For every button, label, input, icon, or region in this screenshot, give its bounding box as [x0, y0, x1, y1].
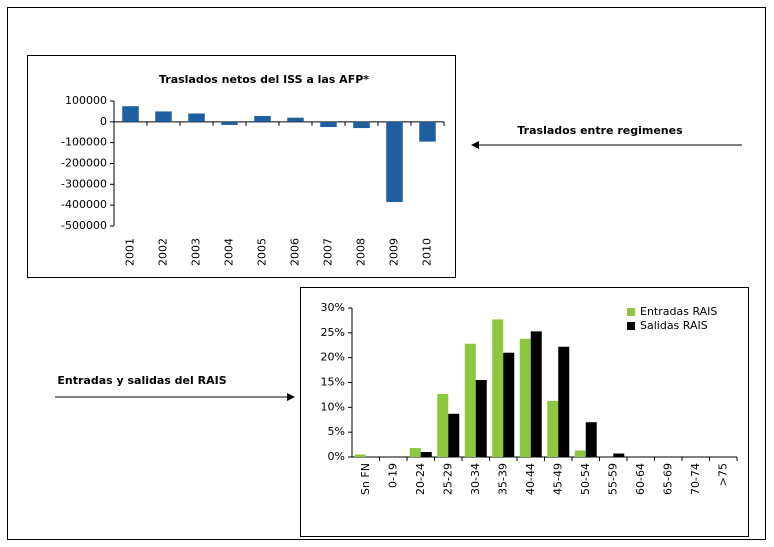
- legend-swatch: [627, 322, 635, 330]
- x-tick-label: 35-39: [496, 463, 509, 495]
- x-tick-label: 20-24: [414, 463, 427, 495]
- bar: [558, 346, 570, 457]
- x-tick-label: 2004: [223, 238, 236, 266]
- bar: [354, 454, 366, 457]
- bar: [420, 452, 432, 457]
- y-tick-label: 5%: [328, 425, 345, 438]
- x-tick-label: 30-34: [469, 463, 482, 495]
- y-tick-label: 30%: [321, 301, 345, 314]
- x-tick-label: 2001: [124, 238, 137, 266]
- x-tick-label: 60-64: [634, 463, 647, 495]
- x-tick-label: 70-74: [689, 463, 702, 495]
- x-tick-label: 2005: [256, 238, 269, 266]
- x-tick-label: Sn FN: [359, 463, 372, 495]
- annotation: Entradas y salidas del RAIS: [57, 374, 226, 387]
- bar: [221, 121, 238, 125]
- bar: [464, 343, 476, 457]
- bar: [475, 380, 487, 457]
- y-tick-label: 10%: [321, 400, 345, 413]
- y-tick-label: 20%: [321, 351, 345, 364]
- x-tick-label: 0-19: [386, 463, 399, 488]
- bar: [613, 453, 625, 457]
- x-tick-label: 55-59: [606, 463, 619, 495]
- x-tick-label: 65-69: [661, 463, 674, 495]
- bar: [437, 393, 449, 457]
- bar: [155, 111, 172, 122]
- annotation: Traslados entre regimenes: [517, 124, 683, 137]
- bar: [585, 422, 597, 457]
- x-tick-label: 2008: [355, 238, 368, 266]
- y-tick-label: 0: [100, 115, 107, 128]
- x-tick-label: 2002: [157, 238, 170, 266]
- x-tick-label: 2003: [190, 238, 203, 266]
- bar: [419, 121, 436, 142]
- bar: [254, 116, 271, 122]
- bar: [353, 121, 370, 129]
- bar: [409, 448, 421, 457]
- bar: [448, 413, 460, 457]
- y-tick-label: 25%: [321, 326, 345, 339]
- chart-title: Traslados netos del ISS a las AFP*: [159, 73, 369, 86]
- x-tick-label: 50-54: [579, 463, 592, 495]
- bar: [320, 121, 337, 128]
- bar: [188, 113, 205, 122]
- x-tick-label: >75: [716, 463, 729, 486]
- y-tick-label: -200000: [61, 157, 107, 170]
- bar: [287, 117, 304, 122]
- bar: [492, 319, 504, 457]
- bar: [519, 338, 531, 457]
- y-tick-label: 0%: [328, 450, 345, 463]
- x-tick-label: 2007: [322, 238, 335, 266]
- x-tick-label: 2006: [289, 238, 302, 266]
- x-tick-label: 2009: [388, 238, 401, 266]
- x-tick-label: 2010: [421, 238, 434, 266]
- x-tick-label: 45-49: [551, 463, 564, 495]
- y-tick-label: -500000: [61, 219, 107, 232]
- x-tick-label: 40-44: [524, 463, 537, 495]
- bar: [574, 450, 586, 457]
- legend-label: Entradas RAIS: [640, 305, 717, 318]
- y-tick-label: -100000: [61, 136, 107, 149]
- bar: [122, 106, 139, 122]
- legend-swatch: [627, 308, 635, 316]
- y-tick-label: -300000: [61, 177, 107, 190]
- x-tick-label: 25-29: [441, 463, 454, 495]
- bar: [530, 331, 542, 457]
- chart-box: [27, 55, 456, 278]
- y-tick-label: 15%: [321, 376, 345, 389]
- bar: [386, 121, 403, 203]
- chart-box: [300, 287, 749, 537]
- y-tick-label: 100000: [65, 94, 107, 107]
- legend-label: Salidas RAIS: [640, 319, 708, 332]
- bar: [547, 400, 559, 457]
- y-tick-label: -400000: [61, 198, 107, 211]
- frame: [7, 7, 766, 540]
- bar: [503, 352, 515, 457]
